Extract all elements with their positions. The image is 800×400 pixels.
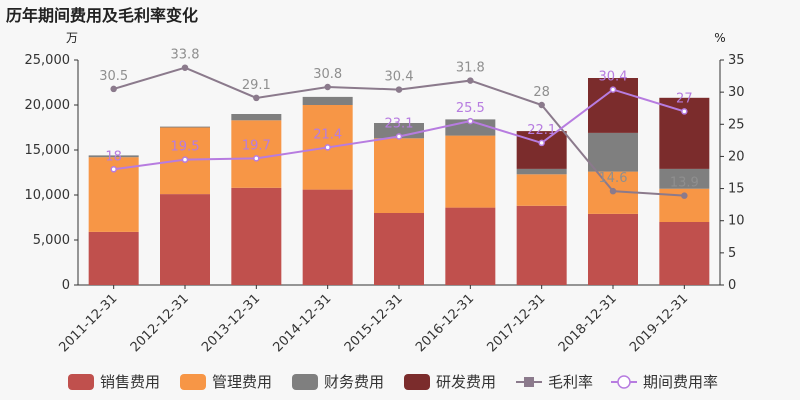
bar-1 — [302, 189, 353, 285]
chart-title: 历年期间费用及毛利率变化 — [6, 6, 199, 25]
point-2 — [181, 156, 189, 163]
left-tick-label: 10,000 — [25, 188, 71, 203]
left-tick-label: 15,000 — [25, 143, 71, 158]
point-2 — [395, 133, 403, 140]
x-tick-label: 2015-12-31 — [342, 291, 406, 355]
right-axis-unit: % — [714, 31, 725, 45]
bar-3 — [516, 168, 567, 175]
data-label-1: 28 — [533, 85, 550, 100]
data-label-2: 30.4 — [599, 70, 628, 85]
left-tick-label: 20,000 — [25, 98, 71, 113]
right-tick-label: 10 — [728, 214, 745, 229]
left-tick-label: 5,000 — [33, 233, 70, 248]
data-label-2: 21.4 — [313, 127, 342, 142]
data-label-1: 14.6 — [599, 171, 628, 186]
point-1 — [681, 192, 688, 199]
legend-swatch-3 — [292, 374, 318, 390]
x-tick-label: 2012-12-31 — [128, 291, 192, 355]
data-label-2: 27 — [676, 91, 693, 106]
left-tick-label: 25,000 — [25, 53, 71, 68]
data-label-1: 30.4 — [385, 70, 414, 85]
legend-label-1: 销售费用 — [100, 373, 160, 391]
x-tick-label: 2016-12-31 — [413, 291, 477, 355]
bar-1 — [160, 194, 210, 285]
x-tick-label: 2013-12-31 — [199, 291, 263, 355]
bar-4 — [588, 78, 638, 133]
legend-label-line-2: 期间费用率 — [643, 373, 718, 391]
point-1 — [538, 101, 545, 109]
legend-swatch-1 — [68, 374, 94, 390]
bar-3 — [659, 168, 710, 189]
bar-2 — [374, 138, 424, 213]
point-1 — [467, 77, 474, 84]
point-2 — [467, 117, 474, 125]
bar-3 — [160, 126, 210, 128]
point-1 — [609, 187, 617, 195]
right-tick-label: 5 — [728, 246, 736, 261]
data-label-1: 31.8 — [456, 61, 485, 76]
bar-2 — [445, 135, 496, 208]
bar-3 — [231, 114, 282, 121]
point-2 — [253, 155, 260, 162]
legend-label-2: 管理费用 — [212, 373, 272, 391]
left-tick-label: 0 — [62, 278, 70, 293]
data-label-2: 25.5 — [456, 101, 485, 116]
bar-3 — [588, 132, 638, 172]
bar-1 — [516, 205, 567, 285]
point-1 — [181, 64, 189, 71]
data-label-2: 22.1 — [527, 123, 556, 138]
point-1 — [110, 85, 117, 93]
bar-3 — [302, 96, 353, 105]
bar-1 — [659, 222, 710, 285]
point-2 — [538, 139, 545, 147]
x-tick-label: 2014-12-31 — [270, 291, 334, 355]
x-tick-label: 2017-12-31 — [484, 291, 548, 355]
point-2 — [110, 166, 117, 173]
point-1 — [253, 94, 260, 102]
left-axis-unit: 万 — [66, 31, 78, 45]
right-tick-label: 20 — [728, 149, 745, 164]
x-tick-label: 2018-12-31 — [556, 291, 620, 355]
bar-1 — [374, 213, 424, 285]
legend-label-line-1: 毛利率 — [548, 373, 593, 391]
bar-1 — [231, 187, 282, 285]
data-label-1: 13.9 — [670, 176, 699, 191]
legend-marker-1 — [524, 377, 534, 387]
data-label-1: 33.8 — [171, 48, 200, 63]
data-label-2: 19.5 — [171, 140, 200, 155]
bar-1 — [588, 213, 638, 285]
bar-2 — [516, 174, 567, 206]
data-label-1: 30.5 — [99, 69, 128, 84]
data-label-2: 18 — [105, 149, 122, 164]
bar-2 — [231, 120, 282, 188]
right-tick-label: 25 — [728, 117, 745, 132]
data-label-1: 30.8 — [313, 67, 342, 82]
data-label-1: 29.1 — [242, 78, 271, 93]
legend-label-4: 研发费用 — [436, 373, 496, 391]
legend-swatch-4 — [404, 374, 430, 390]
point-2 — [609, 86, 617, 93]
bar-3 — [88, 155, 139, 158]
bar-1 — [445, 207, 496, 285]
x-tick-label: 2011-12-31 — [56, 291, 120, 355]
right-tick-label: 15 — [728, 182, 745, 197]
point-2 — [324, 144, 331, 151]
legend-marker-2 — [617, 375, 631, 389]
point-2 — [681, 108, 688, 115]
data-label-2: 23.1 — [385, 117, 414, 132]
point-1 — [324, 83, 331, 91]
right-tick-label: 30 — [728, 85, 745, 100]
point-1 — [395, 86, 403, 93]
x-tick-label: 2019-12-31 — [627, 291, 691, 355]
right-tick-label: 35 — [728, 53, 745, 68]
bar-1 — [88, 231, 139, 285]
legend-label-3: 财务费用 — [324, 373, 384, 391]
legend-swatch-2 — [180, 374, 206, 390]
right-tick-label: 0 — [728, 278, 736, 293]
data-label-2: 19.7 — [242, 138, 271, 153]
